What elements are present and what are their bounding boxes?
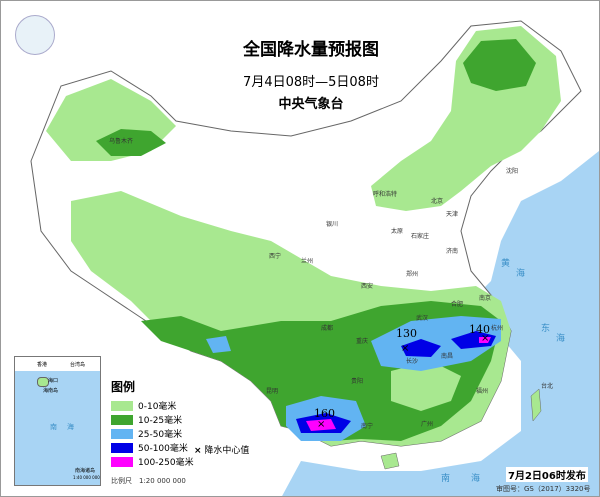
center-mark-icon: × [317, 419, 325, 430]
inset-title: 南海诸岛 [75, 468, 96, 474]
city-label: 郑州 [406, 271, 419, 278]
city-label: 呼和浩特 [373, 191, 398, 198]
city-label: 西宁 [269, 253, 282, 260]
center-value: 160 [314, 407, 335, 420]
inset-land [15, 357, 100, 371]
map-time-range: 7月4日08时—5日08时 [243, 75, 379, 90]
inset-label: 香港 [37, 362, 48, 368]
legend-label: 100-250毫米 [138, 458, 194, 468]
legend-title: 图例 [111, 380, 136, 394]
legend-label: 降水中心值 [204, 446, 250, 456]
review-number: 审图号：GS（2017）3320号 [496, 485, 591, 493]
city-label: 沈阳 [506, 168, 519, 175]
sea-label: 海 [516, 269, 526, 279]
rain-10-25-northeast [463, 39, 536, 91]
center-mark-icon: × [481, 333, 489, 344]
legend-item: 100-250毫米 [111, 455, 194, 468]
sea-label: 海 [556, 334, 566, 344]
hainan-island [380, 452, 400, 470]
map-scale: 比例尺 1:20 000 000 [111, 477, 186, 485]
legend-label: 10-25毫米 [138, 416, 183, 426]
city-label: 杭州 [491, 325, 504, 332]
issue-time: 7月2日06时发布 [506, 467, 588, 482]
city-label: 成都 [321, 325, 334, 332]
inset-label: 南 [50, 423, 57, 431]
center-mark-icon: × [194, 446, 202, 456]
city-label: 北京 [431, 198, 444, 205]
sea-label: 海 [471, 474, 481, 484]
city-label: 西安 [361, 283, 374, 290]
inset-label: 台湾岛 [70, 362, 86, 368]
legend-center-mark: × 降水中心值 [194, 443, 249, 456]
city-label: 南京 [479, 295, 492, 302]
legend-item: 10-25毫米 [111, 413, 194, 426]
city-label: 重庆 [356, 338, 369, 345]
agency-name: 中央气象台 [278, 97, 344, 112]
legend-label: 25-50毫米 [138, 430, 183, 440]
city-label: 贵阳 [351, 378, 364, 385]
taiwan-island [530, 388, 542, 422]
sea-label: 黄 [501, 259, 511, 269]
legend-item: 50-100毫米 [111, 441, 194, 454]
rain-10-25-xinjiang [96, 129, 166, 156]
rain-100-250-yangtze [479, 337, 491, 343]
city-label: 广州 [421, 421, 434, 428]
legend: 图例 0-10毫米 10-25毫米 25-50毫米 50-100毫米 100-2… [111, 378, 194, 469]
map-title: 全国降水量预报图 [243, 40, 379, 60]
city-label: 福州 [476, 388, 489, 395]
legend-swatch [111, 400, 133, 411]
legend-label: 0-10毫米 [138, 402, 177, 412]
legend-swatch [111, 428, 133, 439]
city-label: 银川 [326, 221, 339, 228]
city-label: 兰州 [301, 258, 314, 265]
legend-label: 50-100毫米 [138, 444, 188, 454]
city-label: 乌鲁木齐 [109, 138, 134, 145]
rain-25-50-southwest [206, 336, 231, 353]
rain-100-250-yunnan [306, 419, 336, 431]
center-mark-icon: × [401, 343, 409, 354]
city-label: 长沙 [406, 358, 419, 365]
inset-scale: 1:40 000 000 [73, 475, 100, 480]
city-label: 南宁 [361, 423, 374, 430]
rain-25-50-yangtze [371, 316, 501, 371]
legend-swatch [111, 456, 133, 467]
rain-50-100-yangtze [401, 331, 496, 357]
city-label: 昆明 [266, 388, 279, 395]
city-label: 济南 [446, 248, 459, 255]
sea-label: 东 [541, 324, 551, 334]
center-value: 130 [396, 327, 417, 340]
legend-item: 25-50毫米 [111, 427, 194, 440]
city-label: 天津 [446, 211, 459, 218]
inset-label: 海口 [48, 378, 59, 384]
center-value: 140 [469, 323, 490, 336]
legend-swatch [111, 414, 133, 425]
rain-0-10-inner-south [391, 361, 461, 411]
city-label: 石家庄 [411, 233, 430, 240]
inset-hainan [37, 377, 49, 387]
city-label: 台北 [541, 383, 554, 390]
cma-logo [15, 15, 55, 55]
inset-label: 海 [67, 423, 74, 431]
city-label: 太原 [391, 228, 404, 235]
legend-item: 0-10毫米 [111, 399, 194, 412]
legend-swatch [111, 442, 133, 453]
south-china-sea-inset: 香港 台湾岛 海口 海南岛 南 海 南海诸岛 1:40 000 000 [14, 356, 101, 486]
inset-label: 海南岛 [43, 388, 59, 394]
city-label: 武汉 [416, 315, 429, 322]
sea-label: 南 [441, 474, 451, 484]
city-label: 合肥 [451, 301, 464, 308]
city-label: 南昌 [441, 353, 454, 360]
